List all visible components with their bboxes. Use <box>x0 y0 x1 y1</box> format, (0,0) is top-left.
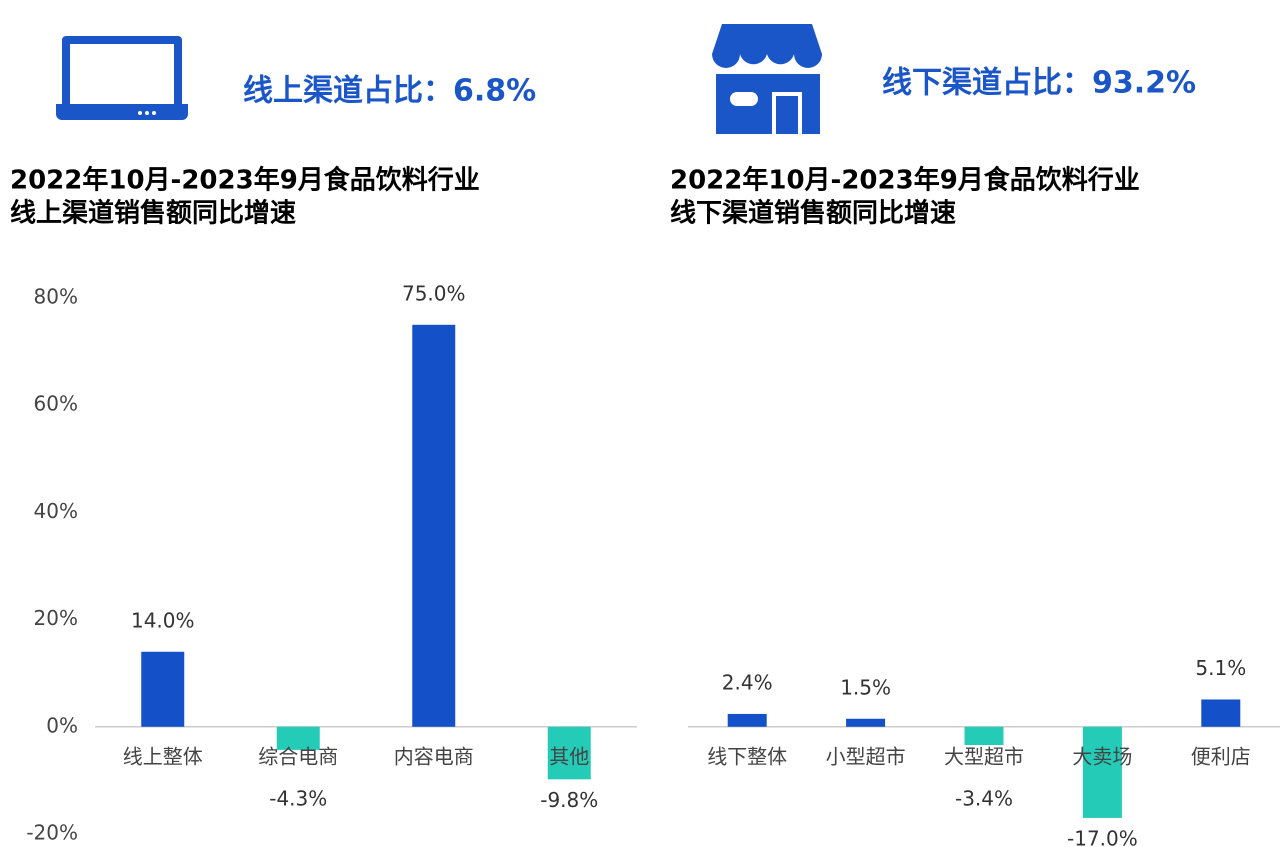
x-tick-label: 线上整体 <box>123 745 203 769</box>
chart-title: 线下渠道销售额同比增速 <box>670 198 956 229</box>
x-tick-label: 综合电商 <box>258 745 338 769</box>
value-label: 14.0% <box>131 608 195 632</box>
bar <box>846 718 886 727</box>
bar <box>727 713 767 727</box>
y-tick-label: 60% <box>34 392 78 416</box>
x-tick-label: 大卖场 <box>1072 745 1132 769</box>
chart-title: 线上渠道销售额同比增速 <box>10 198 296 229</box>
bar <box>547 726 591 780</box>
chart-title: 2022年10月-2023年9月食品饮料行业 <box>10 165 480 196</box>
value-label: 2.4% <box>722 670 773 694</box>
chart-title: 2022年10月-2023年9月食品饮料行业 <box>670 165 1140 196</box>
x-tick-label: 小型超市 <box>826 745 906 769</box>
x-tick-label: 其他 <box>549 745 589 769</box>
value-label: -17.0% <box>1067 826 1138 847</box>
x-tick-label: 便利店 <box>1191 745 1251 769</box>
value-label: -9.8% <box>540 788 598 812</box>
share-label: 线下渠道占比：93.2% <box>882 66 1196 101</box>
bar <box>964 726 1004 746</box>
bar <box>141 651 185 727</box>
y-tick-label: 0% <box>46 713 78 737</box>
share-label: 线上渠道占比：6.8% <box>243 74 536 109</box>
value-label: -3.4% <box>955 787 1013 811</box>
x-tick-label: 大型超市 <box>944 745 1024 769</box>
x-tick-label: 内容电商 <box>394 745 474 769</box>
bar <box>276 726 320 750</box>
y-tick-label: -20% <box>26 821 78 845</box>
value-label: 75.0% <box>402 281 466 305</box>
value-label: 5.1% <box>1195 656 1246 680</box>
bar <box>1201 699 1241 727</box>
value-label: -4.3% <box>269 787 327 811</box>
y-tick-label: 40% <box>34 499 78 523</box>
y-tick-label: 80% <box>34 285 78 309</box>
laptop-icon <box>56 36 188 120</box>
x-tick-label: 线下整体 <box>707 745 787 769</box>
store-icon <box>712 24 822 134</box>
bar <box>412 324 456 727</box>
y-tick-label: 20% <box>34 606 78 630</box>
value-label: 1.5% <box>840 675 891 699</box>
bar <box>1082 726 1122 818</box>
